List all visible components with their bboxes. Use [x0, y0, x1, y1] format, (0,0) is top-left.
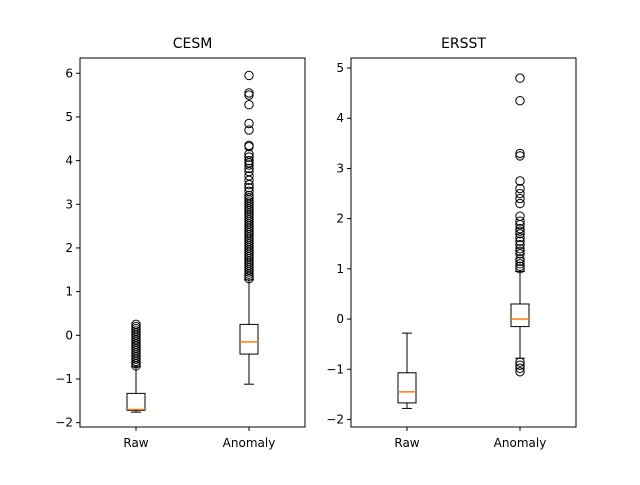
- axes-frame: [350, 57, 577, 428]
- outlier-point: [244, 152, 254, 162]
- outlier-point: [515, 148, 525, 159]
- y-tick-label: 2: [65, 241, 73, 255]
- y-tick-label: −2: [326, 412, 344, 426]
- y-tick-label: 5: [336, 61, 344, 75]
- y-tick-label: −1: [326, 362, 344, 376]
- x-tick-label: Raw: [394, 436, 419, 450]
- box-body: [510, 303, 530, 328]
- outlier-point: [515, 367, 525, 377]
- outlier-point: [244, 100, 254, 110]
- outlier-point: [515, 176, 525, 186]
- box-body: [126, 392, 146, 411]
- outlier-point: [515, 216, 525, 226]
- x-tick-label: Anomaly: [494, 436, 547, 450]
- outlier-point: [515, 244, 525, 254]
- subplot-title: CESM: [173, 36, 213, 52]
- outlier-point: [244, 70, 254, 81]
- outlier-point: [515, 249, 525, 259]
- outlier-point: [131, 324, 141, 334]
- subplot-ersst: ERSST −2 −1 0 1 2 3 4 5 Raw Anomaly: [326, 36, 577, 450]
- outlier-point: [515, 254, 525, 264]
- outlier-point: [244, 182, 254, 193]
- y-tick-label: −2: [55, 416, 73, 430]
- outlier-point: [244, 140, 254, 151]
- outlier-point: [515, 151, 525, 161]
- outlier-point: [244, 155, 254, 166]
- axes-frame: [79, 57, 306, 428]
- outlier-point: [515, 223, 525, 234]
- box-body: [239, 323, 259, 355]
- outlier-point: [515, 357, 525, 367]
- outlier-point: [515, 261, 525, 272]
- subplot-cesm: CESM −2 −1 0 1 2 3 4 5 6 Raw Anomaly: [55, 36, 306, 450]
- outlier-point: [515, 226, 525, 236]
- x-tick-label: Raw: [123, 436, 148, 450]
- outlier-point: [244, 197, 254, 207]
- outlier-point: [515, 188, 525, 199]
- outlier-point: [244, 193, 254, 203]
- y-tick-label: 1: [65, 285, 73, 299]
- y-tick-label: 4: [336, 111, 344, 125]
- outlier-point: [244, 118, 254, 129]
- y-tick-label: 6: [65, 66, 73, 80]
- box-anomaly: [510, 73, 530, 377]
- y-tick-label: 3: [65, 197, 73, 211]
- outlier-point: [515, 95, 525, 106]
- box-body: [397, 372, 417, 404]
- y-tick-label: 0: [336, 312, 344, 326]
- outlier-point: [515, 193, 525, 204]
- subplot-title: ERSST: [441, 36, 486, 52]
- outlier-point: [515, 259, 525, 269]
- y-tick-label: 0: [65, 328, 73, 342]
- box-anomaly: [239, 70, 259, 385]
- outlier-point: [515, 183, 525, 194]
- y-tick-label: 2: [336, 212, 344, 226]
- outlier-point: [515, 363, 525, 373]
- outlier-point: [244, 125, 254, 135]
- y-tick-label: 4: [65, 154, 73, 168]
- outlier-point: [131, 321, 141, 332]
- outlier-point: [515, 256, 525, 267]
- y-tick-label: 1: [336, 262, 344, 276]
- outlier-point: [515, 264, 525, 274]
- outlier-point: [131, 319, 141, 330]
- y-tick-label: 5: [65, 110, 73, 124]
- box-raw: [126, 319, 146, 413]
- outlier-point: [244, 171, 254, 181]
- outlier-point: [515, 246, 525, 256]
- x-tick-label: Anomaly: [223, 436, 276, 450]
- outlier-point: [244, 186, 254, 196]
- outlier-point: [515, 229, 525, 239]
- y-tick-label: 3: [336, 161, 344, 175]
- outlier-point: [515, 233, 525, 243]
- outlier-point: [515, 73, 525, 83]
- y-tick-label: −1: [55, 372, 73, 386]
- outlier-point: [515, 236, 525, 246]
- outlier-point: [244, 90, 254, 100]
- outlier-point: [244, 163, 254, 174]
- box-raw: [397, 332, 417, 409]
- outlier-point: [244, 88, 254, 98]
- outlier-point: [515, 211, 525, 221]
- outlier-point: [515, 198, 525, 209]
- outlier-point: [515, 240, 525, 250]
- outlier-point: [244, 190, 254, 201]
- outlier-point: [515, 360, 525, 370]
- outlier-point: [131, 326, 141, 336]
- outlier-point: [244, 160, 254, 170]
